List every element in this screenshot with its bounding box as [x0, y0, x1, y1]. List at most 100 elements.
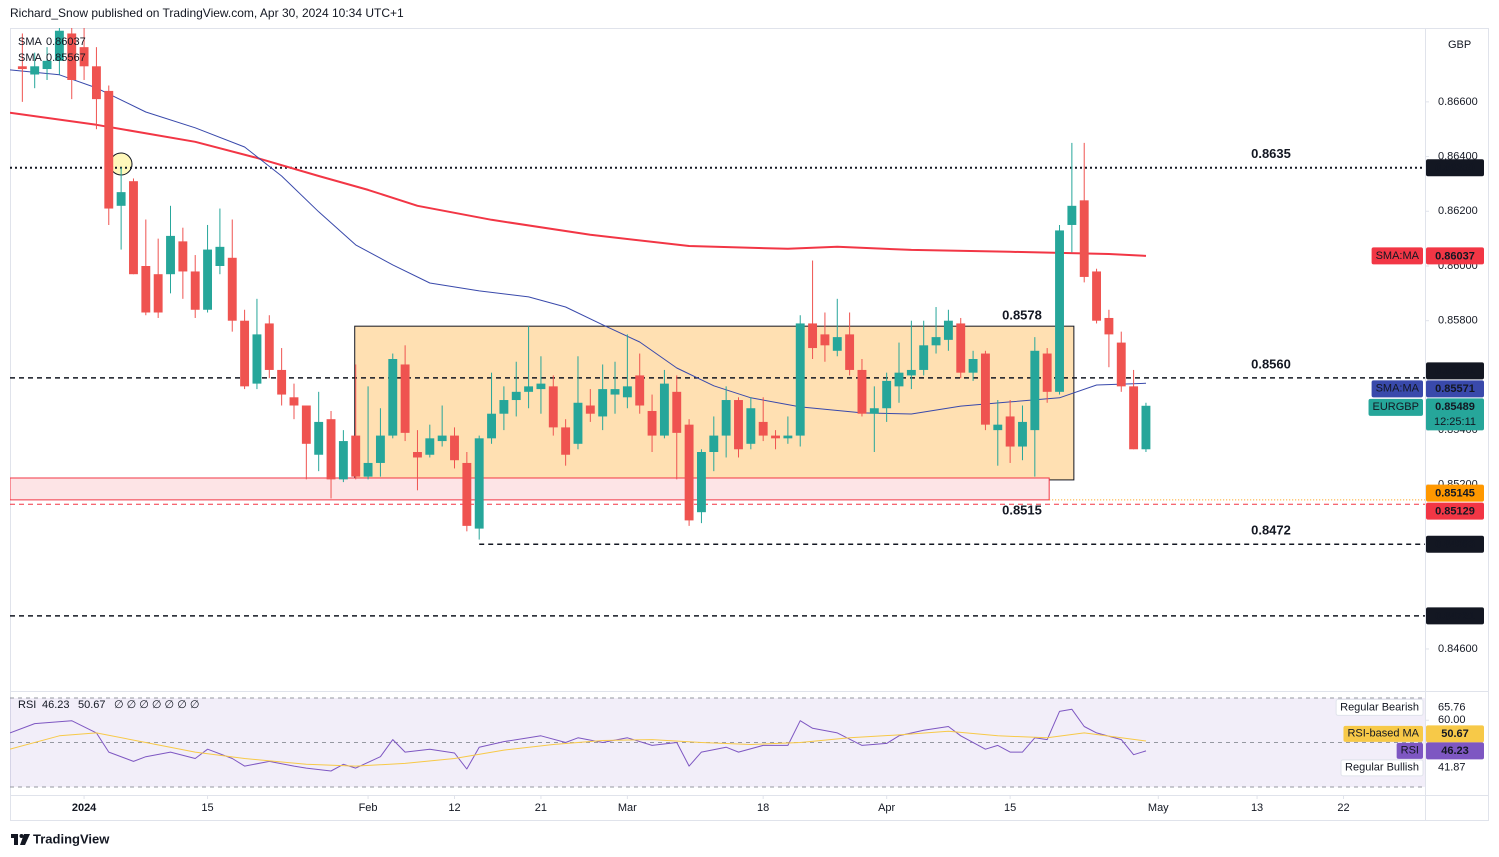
candle-body	[54, 30, 64, 61]
level-label: 0.8515	[1002, 503, 1042, 518]
candle-body	[141, 265, 151, 313]
price-tag-label: 0.84721	[1435, 610, 1475, 622]
candle-body	[820, 334, 830, 346]
candle-body	[993, 424, 1003, 431]
candle-body	[1018, 421, 1027, 447]
level-label: 0.8635	[1251, 146, 1291, 161]
price-tag-label: 0.84983	[1435, 539, 1475, 551]
candle-body	[808, 323, 818, 349]
candle-body	[536, 383, 546, 390]
level-label: 0.8472	[1251, 523, 1291, 538]
candle-body	[746, 408, 756, 444]
tag-name-box	[1371, 247, 1423, 265]
tag-name: Regular Bearish	[1340, 701, 1419, 713]
rsi-pane	[10, 697, 1425, 788]
tag-name-box	[1371, 380, 1423, 398]
tag-name-box	[1340, 759, 1424, 777]
rsi-legend-value: 50.67	[78, 699, 106, 711]
candle-body	[1030, 350, 1040, 431]
candle-body	[437, 435, 447, 442]
price-tag	[1426, 484, 1484, 502]
marker-value: 65.76	[1438, 701, 1466, 713]
price-tag	[1426, 380, 1484, 398]
candle-body	[30, 66, 40, 75]
candle-body	[931, 337, 941, 346]
zone	[10, 477, 1050, 501]
y-tick-label: 0.85800	[1438, 315, 1478, 327]
candle-body	[203, 249, 213, 310]
x-tick-label: 18	[757, 802, 769, 814]
candle-body	[227, 257, 237, 321]
candle-body	[1116, 342, 1126, 387]
candle-body	[153, 274, 163, 313]
candle-body	[1005, 416, 1015, 447]
rsi-legend-extras: ∅ ∅ ∅ ∅ ∅ ∅ ∅	[114, 699, 199, 711]
candle-body	[943, 320, 953, 340]
tag-name-box	[1396, 742, 1423, 759]
candle-body	[561, 427, 571, 455]
y-tick-label: 0.84600	[1438, 643, 1478, 655]
candle-body	[425, 438, 435, 455]
candle-body	[487, 413, 496, 439]
legend-name: SMA	[18, 36, 43, 48]
candle-body	[116, 192, 126, 206]
candle-body	[129, 181, 138, 275]
candle-body	[783, 435, 793, 439]
candle-body	[474, 438, 484, 529]
candle-body	[845, 334, 855, 370]
legend-name: SMA	[18, 52, 43, 64]
candle-body	[1092, 271, 1102, 321]
candle-body	[882, 380, 892, 409]
last-price-tag	[1426, 398, 1484, 431]
marker-value: 41.87	[1438, 762, 1466, 774]
candle-body	[42, 60, 52, 70]
candle-body	[697, 452, 706, 513]
tag-name: EURGBP	[1373, 401, 1419, 413]
tag-name: RSI	[1401, 745, 1419, 757]
price-tag-label: 0.85571	[1435, 383, 1475, 395]
tag-name-box	[1335, 698, 1424, 716]
currency-label[interactable]: GBP	[1448, 39, 1471, 51]
candle-body	[906, 369, 916, 376]
chart-frame	[10, 28, 1489, 821]
x-tick-label: Mar	[618, 802, 637, 814]
tag-name: Regular Bullish	[1345, 762, 1419, 774]
candle-body	[1104, 317, 1114, 335]
rsi-legend-value: 46.23	[42, 699, 70, 711]
candle-body	[511, 391, 521, 401]
x-tick-label: 15	[201, 802, 213, 814]
tradingview-logo	[11, 834, 30, 845]
price-tag-label: 46.23	[1441, 745, 1469, 757]
price-tag	[1426, 502, 1484, 520]
x-tick-label: 13	[1251, 802, 1263, 814]
price-tag	[1426, 247, 1484, 265]
candle-body	[869, 408, 879, 414]
candle-body	[277, 369, 287, 395]
line-series	[10, 111, 1147, 257]
candle-body	[894, 372, 904, 387]
price-tag	[1426, 159, 1484, 177]
candle-body	[721, 400, 731, 436]
candle-body	[709, 435, 719, 453]
tag-name: SMA:MA	[1376, 250, 1420, 262]
price-tag	[1426, 362, 1484, 380]
rsi-legend-title: RSI	[18, 699, 36, 711]
candle-body	[388, 359, 398, 436]
candle-body	[659, 383, 669, 436]
candle-body	[413, 452, 422, 458]
candle-body	[166, 235, 175, 275]
candle-body	[1042, 353, 1052, 392]
candle-body	[832, 337, 842, 351]
x-tick-label: 15	[1004, 802, 1016, 814]
candle-body	[314, 421, 324, 455]
candle-body	[400, 364, 410, 433]
tag-name-box	[1368, 398, 1423, 416]
candle-body	[980, 353, 990, 425]
zone-label: 0.8578	[1002, 308, 1042, 323]
x-tick-label: May	[1148, 802, 1169, 814]
line-series	[10, 730, 1147, 767]
candle-body	[1055, 230, 1064, 392]
candle-body	[338, 441, 348, 480]
candle-body	[684, 424, 694, 521]
